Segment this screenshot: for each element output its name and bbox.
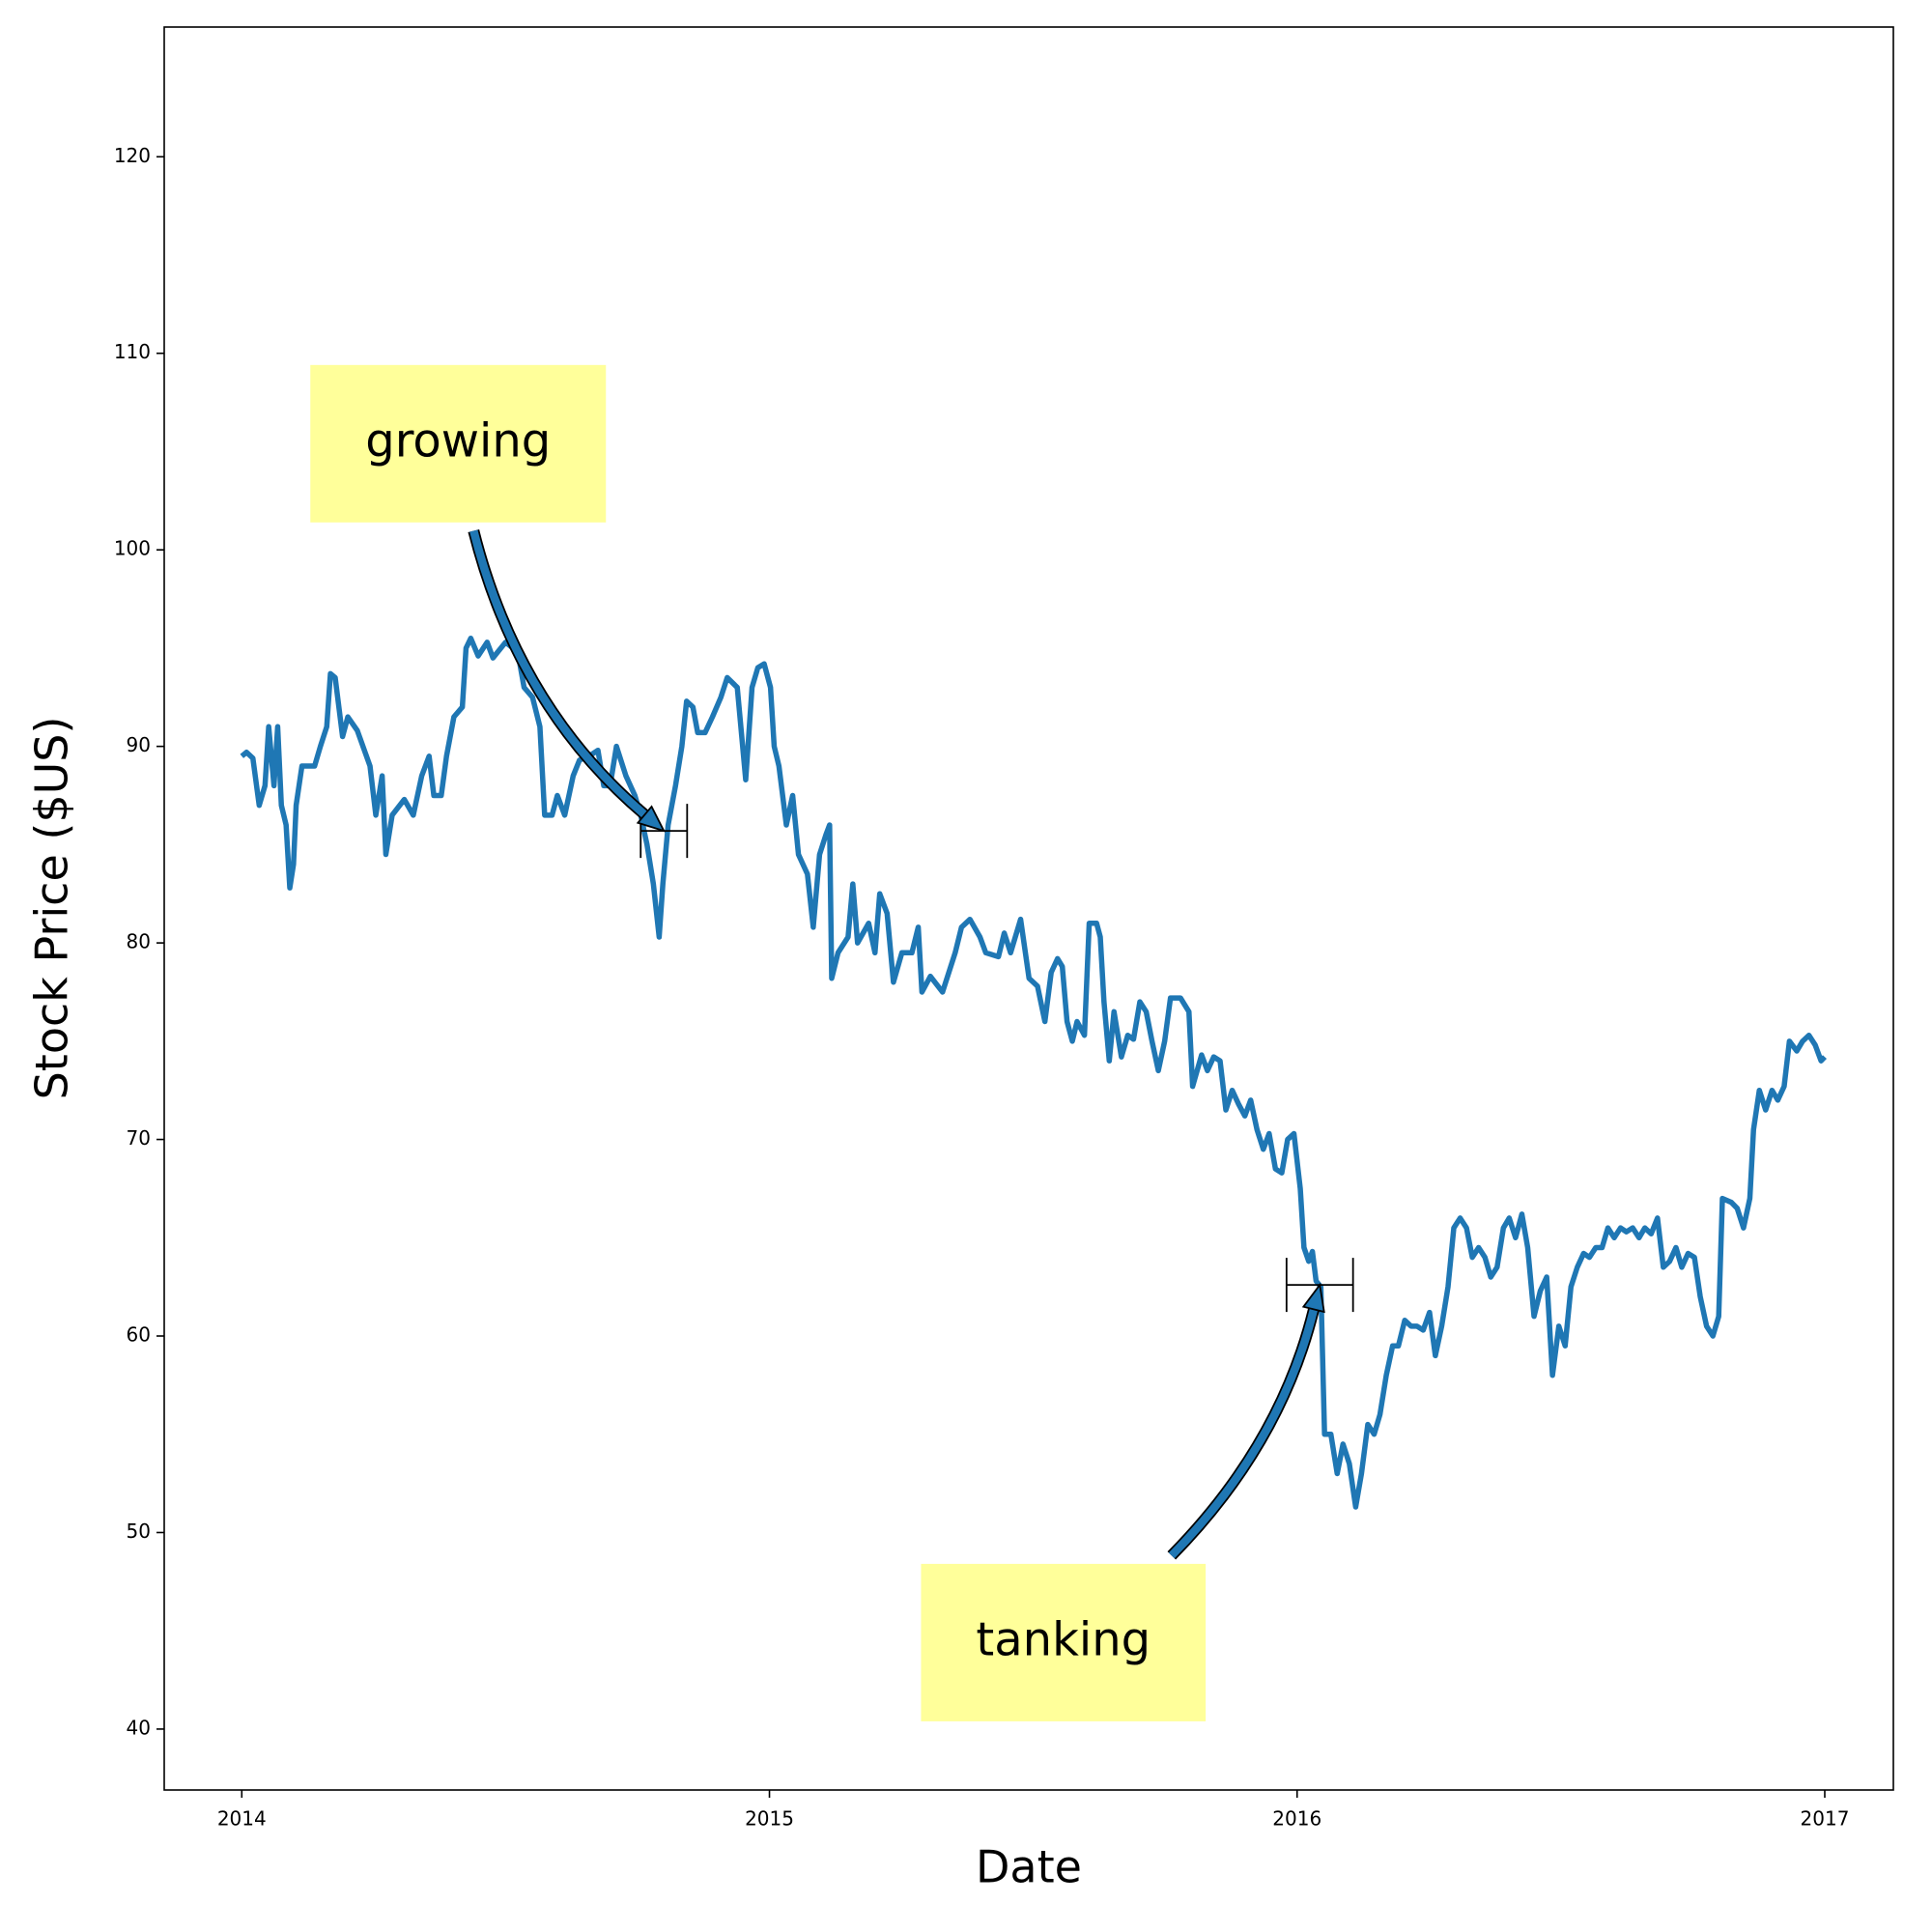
arrow-body: [1168, 1308, 1319, 1559]
annotation-text: growing: [365, 413, 551, 468]
y-tick-label: 120: [114, 144, 151, 167]
y-tick-label: 90: [127, 733, 151, 756]
y-axis-label: Stock Price ($US): [26, 717, 78, 1100]
y-tick-label: 40: [127, 1716, 151, 1739]
arrow-head: [636, 805, 667, 833]
y-tick-label: 110: [114, 340, 151, 363]
arrow-head: [1301, 1282, 1325, 1314]
y-tick-label: 60: [127, 1323, 151, 1347]
x-tick-label: 2015: [745, 1807, 794, 1831]
annotation-text: tanking: [976, 1612, 1151, 1666]
y-tick-label: 100: [114, 537, 151, 560]
axes-frame: [163, 26, 1894, 1791]
y-tick-label: 80: [127, 930, 151, 953]
y-tick-label: 50: [127, 1520, 151, 1543]
x-axis-label: Date: [976, 1841, 1082, 1893]
annotation-box: [310, 364, 607, 523]
x-tick-label: 2017: [1801, 1807, 1850, 1831]
x-tick-label: 2016: [1272, 1807, 1321, 1831]
annotation-box: [921, 1563, 1207, 1721]
x-tick-label: 2014: [217, 1807, 267, 1831]
arrow-body: [469, 529, 648, 818]
y-tick-label: 70: [127, 1126, 151, 1150]
annotation-arrow: [468, 529, 667, 833]
annotation-arrow: [1167, 1282, 1325, 1560]
